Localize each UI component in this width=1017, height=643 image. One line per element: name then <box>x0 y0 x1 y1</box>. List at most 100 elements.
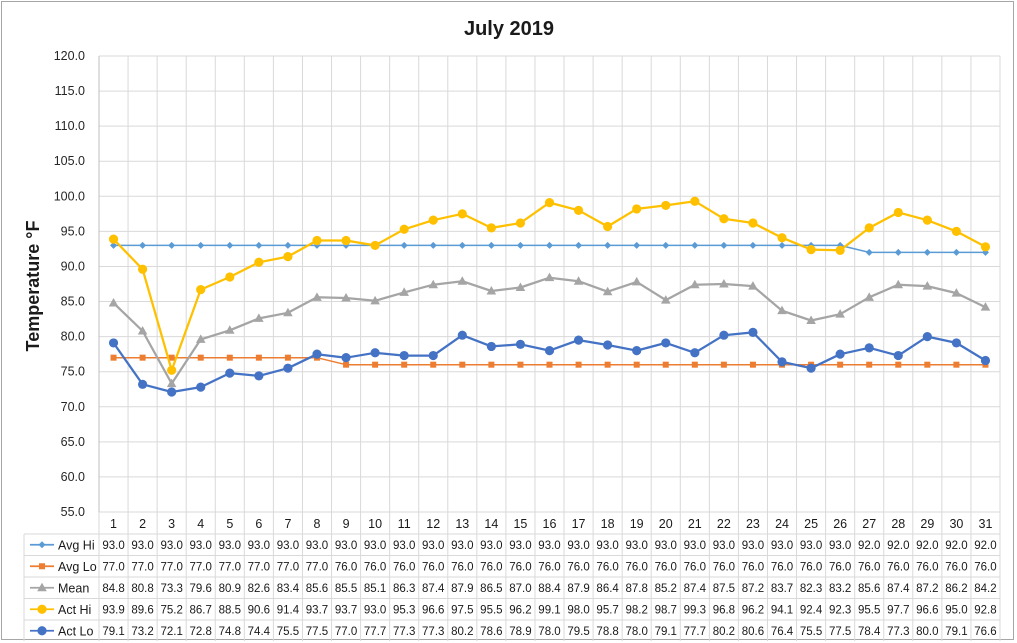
data-label: 93.0 <box>248 540 270 552</box>
data-point-triangle <box>486 286 497 295</box>
data-point-circle <box>748 327 758 338</box>
data-label: 73.2 <box>131 626 153 638</box>
data-point-diamond <box>429 241 437 249</box>
data-label: 93.0 <box>742 540 764 552</box>
data-label: 75.2 <box>160 604 182 616</box>
data-label: 78.8 <box>596 626 618 638</box>
data-label: 76.0 <box>684 561 706 573</box>
data-point-diamond <box>604 241 612 249</box>
data-label: 76.0 <box>393 561 415 573</box>
data-label: 78.6 <box>480 626 502 638</box>
data-label: 76.0 <box>858 561 880 573</box>
data-point-circle <box>399 224 409 234</box>
legend-entry: Avg Lo <box>30 560 97 574</box>
data-point-square <box>372 361 379 368</box>
x-tick-label: 29 <box>920 517 934 531</box>
data-point-triangle <box>544 272 555 282</box>
data-label: 77.0 <box>131 561 153 573</box>
data-label: 88.5 <box>219 604 241 616</box>
data-point-circle <box>864 223 874 233</box>
legend-label: Avg Hi <box>58 538 95 552</box>
data-point-square <box>139 354 146 361</box>
data-point-circle <box>777 357 787 367</box>
data-point-circle <box>486 223 496 233</box>
data-label: 77.7 <box>364 626 386 638</box>
data-label: 95.3 <box>393 604 415 616</box>
data-point-triangle <box>399 287 409 296</box>
x-tick-label: 11 <box>398 517 411 531</box>
data-label: 82.3 <box>800 583 822 595</box>
data-label: 76.0 <box>480 561 502 573</box>
data-point-square <box>546 361 553 368</box>
data-point-square <box>924 361 931 368</box>
data-label: 79.5 <box>567 626 589 638</box>
data-label: 77.5 <box>306 626 328 638</box>
data-label: 93.7 <box>306 604 328 616</box>
data-point-triangle <box>980 302 991 311</box>
y-tick-label: 75.0 <box>61 365 85 379</box>
x-tick-label: 15 <box>513 517 527 531</box>
data-point-diamond <box>865 248 873 256</box>
data-label: 93.0 <box>335 540 357 552</box>
data-point-circle <box>283 363 293 373</box>
x-tick-label: 21 <box>688 517 702 531</box>
legend-label: Act Lo <box>58 624 93 638</box>
data-label: 80.9 <box>219 583 241 595</box>
data-point-square <box>284 354 291 361</box>
data-label: 83.2 <box>829 583 851 595</box>
data-label: 93.0 <box>596 540 618 552</box>
data-point-triangle <box>108 297 119 307</box>
x-tick-label: 1 <box>110 517 117 531</box>
data-point-circle <box>544 198 555 208</box>
data-point-circle <box>196 285 206 295</box>
data-point-circle <box>719 330 729 340</box>
data-label: 76.0 <box>887 561 909 573</box>
data-label: 83.7 <box>771 583 793 595</box>
y-tick-label: 105.0 <box>54 154 85 168</box>
data-label: 76.0 <box>655 561 677 573</box>
data-point-circle <box>864 343 874 353</box>
data-point-triangle <box>341 293 351 302</box>
data-label: 76.0 <box>742 561 764 573</box>
gridlines <box>98 55 1001 641</box>
y-tick-label: 55.0 <box>61 505 85 519</box>
data-point-circle <box>632 204 642 214</box>
y-tick-label: 85.0 <box>61 295 85 309</box>
data-label: 95.5 <box>858 604 880 616</box>
data-label: 77.0 <box>277 561 299 573</box>
data-point-circle <box>573 335 584 345</box>
data-point-circle <box>341 353 351 363</box>
data-point-square <box>866 361 873 368</box>
data-point-triangle <box>224 325 235 334</box>
x-tick-label: 20 <box>659 517 673 531</box>
data-point-triangle <box>864 292 875 301</box>
data-label: 77.0 <box>102 561 124 573</box>
data-label: 77.0 <box>248 561 270 573</box>
y-axis-ticks: 55.0 60.0 65.0 70.0 75.0 80.0 85.0 90.0 95.0 100.… <box>54 49 85 519</box>
data-label: 97.7 <box>887 604 909 616</box>
data-label: 93.0 <box>509 540 531 552</box>
data-point-circle <box>980 355 991 366</box>
x-tick-label: 17 <box>572 517 586 531</box>
y-tick-label: 90.0 <box>61 259 85 273</box>
x-tick-label: 19 <box>630 517 644 531</box>
data-point-triangle <box>370 295 380 305</box>
legend-label: Mean <box>58 581 89 595</box>
series-act-hi <box>108 196 991 375</box>
data-label: 76.0 <box>509 561 531 573</box>
data-label: 85.1 <box>364 583 386 595</box>
legend-label: Act Hi <box>58 603 91 617</box>
data-label: 87.2 <box>916 583 938 595</box>
data-point-triangle <box>137 326 148 335</box>
data-point-circle <box>980 242 991 252</box>
y-tick-label: 100.0 <box>54 189 85 203</box>
data-label: 76.0 <box>567 561 589 573</box>
y-axis-label: Temperature °F <box>23 221 43 352</box>
data-point-circle <box>457 330 467 340</box>
data-label: 76.0 <box>829 561 851 573</box>
data-point-circle <box>370 348 380 358</box>
data-label: 92.4 <box>800 604 823 616</box>
data-label: 72.8 <box>190 626 212 638</box>
data-point-triangle <box>835 309 845 318</box>
